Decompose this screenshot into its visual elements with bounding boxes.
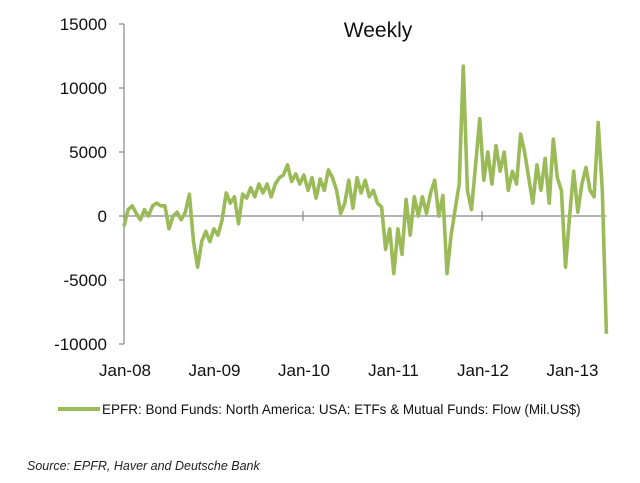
y-tick-label: 0 — [98, 207, 107, 226]
y-tick-label: 5000 — [69, 143, 107, 162]
chart-title: Weekly — [344, 19, 413, 42]
legend-label: EPFR: Bond Funds: North America: USA: ET… — [102, 402, 581, 417]
x-tick-label: Jan-10 — [278, 361, 330, 380]
legend: EPFR: Bond Funds: North America: USA: ET… — [58, 402, 581, 417]
x-tick-label: Jan-09 — [189, 361, 241, 380]
source-note: Source: EPFR, Haver and Deutsche Bank — [27, 459, 261, 473]
x-tick-label: Jan-11 — [368, 361, 419, 380]
x-tick-label: Jan-13 — [547, 361, 599, 380]
axes: 15000 10000 5000 0 -5000 -10000 Jan-08 Jan-09 Ja… — [54, 15, 607, 380]
x-tick-label: Jan-08 — [99, 361, 151, 380]
y-tick-label: -5000 — [64, 271, 107, 290]
y-tick-label: 15000 — [60, 15, 107, 34]
series-group — [122, 64, 609, 334]
series-line — [122, 64, 609, 334]
y-tick-label: -10000 — [54, 335, 107, 354]
x-tick-label: Jan-12 — [457, 361, 509, 380]
y-tick-label: 10000 — [60, 79, 107, 98]
